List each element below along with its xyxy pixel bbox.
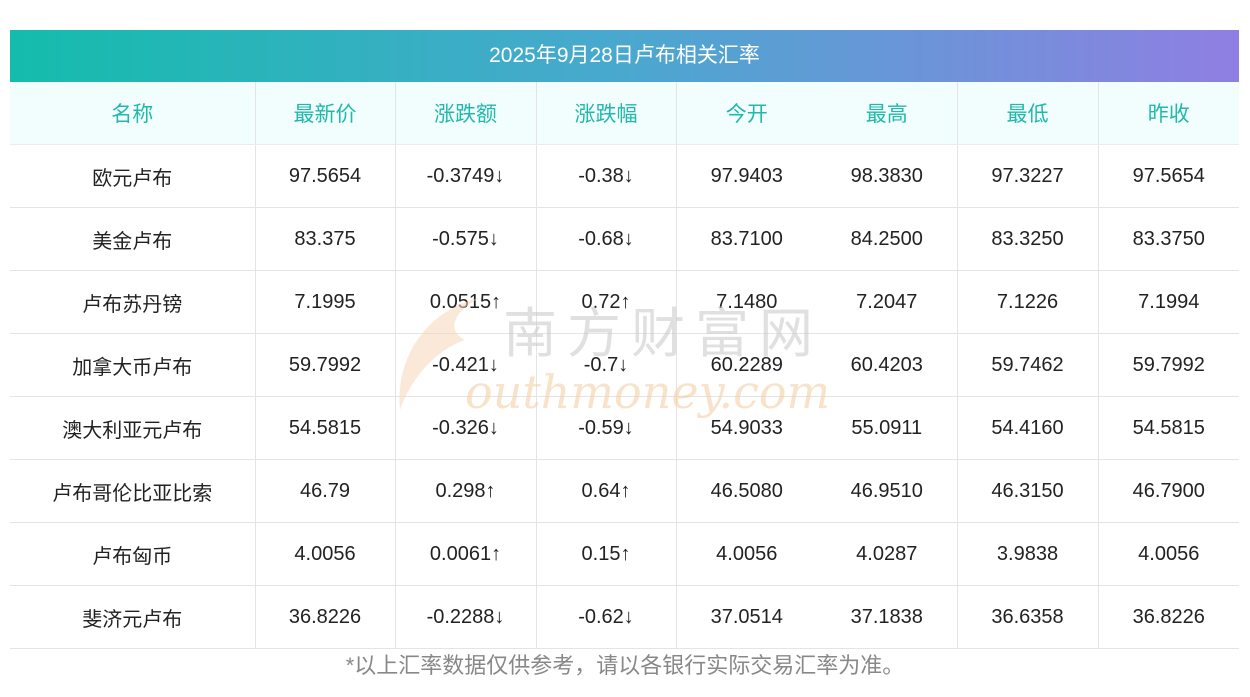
header-row: 名称 最新价 涨跌额 涨跌幅 今开 最高 最低 昨收 <box>10 82 1239 145</box>
cell-high: 46.9510 <box>817 459 958 523</box>
cell-latest: 59.7992 <box>255 333 396 397</box>
cell-prev: 54.5815 <box>1098 396 1239 460</box>
cell-change: -0.575↓ <box>395 207 537 271</box>
cell-prev: 4.0056 <box>1098 522 1239 586</box>
table-row: 澳大利亚元卢布 54.5815 -0.326↓ -0.59↓ 54.9033 55.091… <box>10 396 1239 460</box>
cell-high: 55.0911 <box>817 396 958 460</box>
table-row: 美金卢布 83.375 -0.575↓ -0.68↓ 83.7100 84.2500 83.… <box>10 207 1239 271</box>
cell-latest: 54.5815 <box>255 396 396 460</box>
cell-pct: -0.7↓ <box>536 333 677 397</box>
cell-latest: 7.1995 <box>255 270 396 334</box>
cell-low: 97.3227 <box>957 144 1099 208</box>
col-header-prev: 昨收 <box>1098 82 1239 145</box>
cell-open: 83.7100 <box>676 207 817 271</box>
cell-prev: 83.3750 <box>1098 207 1239 271</box>
cell-name: 澳大利亚元卢布 <box>10 396 256 460</box>
cell-pct: 0.64↑ <box>536 459 677 523</box>
cell-low: 7.1226 <box>957 270 1099 334</box>
cell-latest: 36.8226 <box>255 585 396 649</box>
table-row: 卢布哥伦比亚比索 46.79 0.298↑ 0.64↑ 46.5080 46.9510 46… <box>10 459 1239 523</box>
cell-open: 54.9033 <box>676 396 817 460</box>
cell-prev: 36.8226 <box>1098 585 1239 649</box>
cell-name: 斐济元卢布 <box>10 585 256 649</box>
col-header-name: 名称 <box>10 82 256 145</box>
cell-pct: 0.72↑ <box>536 270 677 334</box>
table-row: 加拿大币卢布 59.7992 -0.421↓ -0.7↓ 60.2289 60.4203 5… <box>10 333 1239 397</box>
cell-high: 98.3830 <box>817 144 958 208</box>
cell-pct: -0.68↓ <box>536 207 677 271</box>
col-header-latest: 最新价 <box>255 82 396 145</box>
cell-latest: 97.5654 <box>255 144 396 208</box>
cell-open: 4.0056 <box>676 522 817 586</box>
cell-open: 7.1480 <box>676 270 817 334</box>
cell-prev: 46.7900 <box>1098 459 1239 523</box>
cell-change: -0.2288↓ <box>395 585 537 649</box>
cell-pct: -0.38↓ <box>536 144 677 208</box>
cell-high: 7.2047 <box>817 270 958 334</box>
table-row: 卢布匈币 4.0056 0.0061↑ 0.15↑ 4.0056 4.0287 3.9838… <box>10 522 1239 586</box>
cell-low: 36.6358 <box>957 585 1099 649</box>
rates-table: 名称 最新价 涨跌额 涨跌幅 今开 最高 最低 昨收 欧元卢布 97.5654 -0… <box>10 82 1239 649</box>
cell-latest: 4.0056 <box>255 522 396 586</box>
table-title: 2025年9月28日卢布相关汇率 <box>10 30 1239 82</box>
cell-change: 0.0061↑ <box>395 522 537 586</box>
rate-panel: 2025年9月28日卢布相关汇率 名称 最新价 涨跌额 涨跌幅 今开 最高 最低… <box>10 30 1239 649</box>
col-header-change: 涨跌额 <box>395 82 537 145</box>
cell-change: -0.421↓ <box>395 333 537 397</box>
cell-change: -0.326↓ <box>395 396 537 460</box>
cell-high: 60.4203 <box>817 333 958 397</box>
cell-high: 4.0287 <box>817 522 958 586</box>
cell-low: 54.4160 <box>957 396 1099 460</box>
cell-latest: 46.79 <box>255 459 396 523</box>
cell-name: 卢布哥伦比亚比索 <box>10 459 256 523</box>
col-header-open: 今开 <box>676 82 817 145</box>
cell-pct: 0.15↑ <box>536 522 677 586</box>
cell-prev: 7.1994 <box>1098 270 1239 334</box>
cell-pct: -0.59↓ <box>536 396 677 460</box>
cell-open: 37.0514 <box>676 585 817 649</box>
cell-high: 84.2500 <box>817 207 958 271</box>
cell-name: 卢布苏丹镑 <box>10 270 256 334</box>
cell-low: 46.3150 <box>957 459 1099 523</box>
table-row: 斐济元卢布 36.8226 -0.2288↓ -0.62↓ 37.0514 37.1838… <box>10 585 1239 649</box>
cell-name: 美金卢布 <box>10 207 256 271</box>
cell-change: -0.3749↓ <box>395 144 537 208</box>
cell-name: 加拿大币卢布 <box>10 333 256 397</box>
cell-open: 46.5080 <box>676 459 817 523</box>
cell-name: 卢布匈币 <box>10 522 256 586</box>
cell-name: 欧元卢布 <box>10 144 256 208</box>
cell-open: 97.9403 <box>676 144 817 208</box>
cell-high: 37.1838 <box>817 585 958 649</box>
table-row: 欧元卢布 97.5654 -0.3749↓ -0.38↓ 97.9403 98.3830 9… <box>10 144 1239 208</box>
col-header-pct: 涨跌幅 <box>536 82 677 145</box>
cell-change: 0.298↑ <box>395 459 537 523</box>
cell-pct: -0.62↓ <box>536 585 677 649</box>
table-row: 卢布苏丹镑 7.1995 0.0515↑ 0.72↑ 7.1480 7.2047 7.122… <box>10 270 1239 334</box>
cell-prev: 59.7992 <box>1098 333 1239 397</box>
cell-low: 3.9838 <box>957 522 1099 586</box>
col-header-high: 最高 <box>817 82 958 145</box>
cell-change: 0.0515↑ <box>395 270 537 334</box>
cell-prev: 97.5654 <box>1098 144 1239 208</box>
cell-open: 60.2289 <box>676 333 817 397</box>
cell-low: 59.7462 <box>957 333 1099 397</box>
disclaimer-footnote: *以上汇率数据仅供参考，请以各银行实际交易汇率为准。 <box>345 653 905 678</box>
cell-low: 83.3250 <box>957 207 1099 271</box>
cell-latest: 83.375 <box>255 207 396 271</box>
col-header-low: 最低 <box>957 82 1099 145</box>
